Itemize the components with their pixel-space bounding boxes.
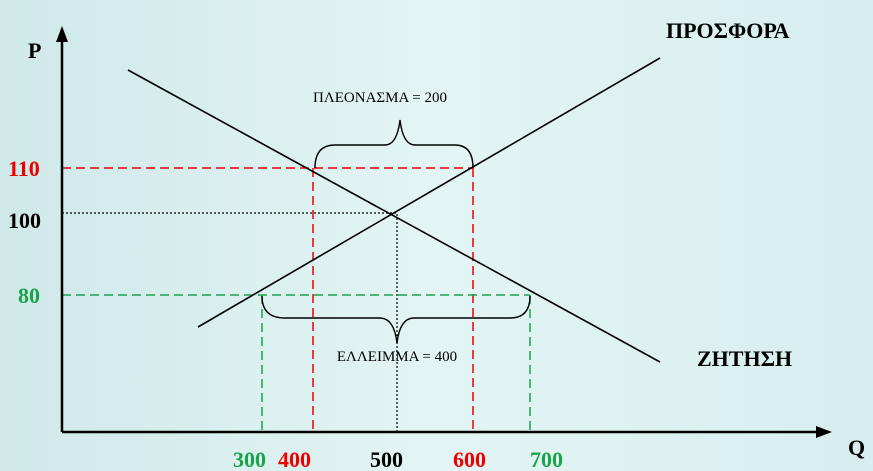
price-label: 80	[18, 283, 40, 308]
shortage-guide	[62, 294, 531, 432]
shortage-brace	[261, 295, 531, 344]
guides	[62, 167, 531, 432]
demand-label: ΖΗΤΗΣΗ	[697, 346, 792, 371]
x-axis-label: Q	[848, 435, 865, 460]
price-label: 110	[8, 156, 40, 181]
x-arrow	[816, 426, 832, 438]
quantity-label: 600	[453, 447, 486, 471]
quantity-label: 500	[370, 447, 403, 471]
surplus-guide	[62, 167, 474, 432]
surplus-label: ΠΛΕΟΝΑΣΜΑ = 200	[313, 90, 447, 106]
supply-line	[197, 57, 661, 328]
y-axis-label: P	[28, 38, 41, 63]
surplus-brace	[314, 119, 474, 169]
equilibrium-guide	[62, 212, 398, 432]
price-label: 100	[8, 208, 41, 233]
quantity-label: 400	[278, 447, 311, 471]
axes	[60, 38, 820, 434]
quantity-label: 300	[233, 447, 266, 471]
y-arrow	[56, 26, 68, 42]
supply-label: ΠΡΟΣΦΟΡΑ	[666, 18, 790, 43]
demand-line	[127, 69, 661, 363]
shortage-label: ΕΛΛΕΙΜΜΑ = 400	[337, 349, 457, 365]
quantity-label: 700	[530, 447, 563, 471]
